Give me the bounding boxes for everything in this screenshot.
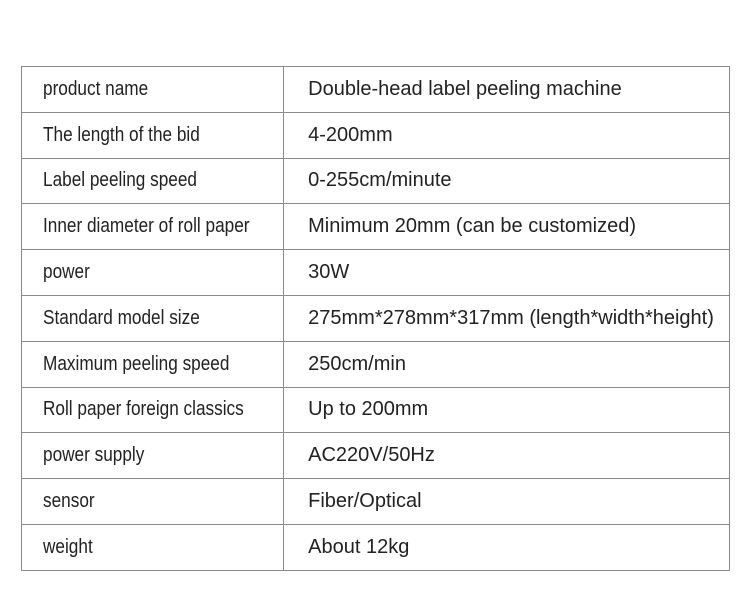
table-row: power supply AC220V/50Hz xyxy=(20,432,730,480)
spec-label-cell: weight xyxy=(20,523,285,571)
spec-value: 275mm*278mm*317mm (length*width*height) xyxy=(283,294,730,342)
table-row: Label peeling speed 0-255cm/minute xyxy=(20,157,730,205)
spec-value: 0-255cm/minute xyxy=(283,157,730,205)
table-row: The length of the bid 4-200mm xyxy=(20,111,730,159)
table-row: Inner diameter of roll paper Minimum 20mm… xyxy=(20,203,730,251)
spec-label-cell: Standard model size xyxy=(20,294,285,342)
table-row: sensor Fiber/Optical xyxy=(20,478,730,525)
spec-table: product name Double-head label peeling ma… xyxy=(20,66,730,571)
spec-label-cell: power supply xyxy=(20,432,285,480)
table-row: product name Double-head label peeling ma… xyxy=(20,66,730,113)
table-row: Maximum peeling speed 250cm/min xyxy=(20,340,730,388)
spec-label: Label peeling speed xyxy=(43,169,197,192)
table-row: Roll paper foreign classics Up to 200mm xyxy=(20,386,730,434)
spec-label-cell: Roll paper foreign classics xyxy=(20,386,285,434)
table-row: power 30W xyxy=(20,249,730,296)
spec-label: The length of the bid xyxy=(43,123,200,146)
spec-label: weight xyxy=(43,535,93,558)
spec-label: Inner diameter of roll paper xyxy=(43,215,250,238)
spec-label-cell: Label peeling speed xyxy=(20,157,285,205)
spec-label-cell: sensor xyxy=(20,478,285,525)
spec-value: Fiber/Optical xyxy=(283,478,730,525)
spec-label: sensor xyxy=(43,490,95,513)
table-row: Standard model size 275mm*278mm*317mm (le… xyxy=(20,294,730,342)
spec-label-cell: product name xyxy=(20,66,285,113)
spec-label: product name xyxy=(43,77,149,100)
spec-label: power xyxy=(43,261,90,284)
spec-value: 250cm/min xyxy=(283,340,730,388)
spec-value: Up to 200mm xyxy=(283,386,730,434)
spec-label-cell: The length of the bid xyxy=(20,111,285,159)
spec-value: 30W xyxy=(283,249,730,296)
spec-value: 4-200mm xyxy=(283,111,730,159)
spec-label: Maximum peeling speed xyxy=(43,352,230,375)
spec-label: Standard model size xyxy=(43,306,200,329)
spec-value: Double-head label peeling machine xyxy=(283,66,730,113)
spec-label-cell: Maximum peeling speed xyxy=(20,340,285,388)
spec-label-cell: Inner diameter of roll paper xyxy=(20,203,285,251)
spec-label: Roll paper foreign classics xyxy=(43,398,244,421)
spec-value: AC220V/50Hz xyxy=(283,432,730,480)
spec-value: About 12kg xyxy=(283,523,730,571)
spec-label-cell: power xyxy=(20,249,285,296)
table-row: weight About 12kg xyxy=(20,523,730,571)
spec-label: power supply xyxy=(43,444,145,467)
spec-value: Minimum 20mm (can be customized) xyxy=(283,203,730,251)
